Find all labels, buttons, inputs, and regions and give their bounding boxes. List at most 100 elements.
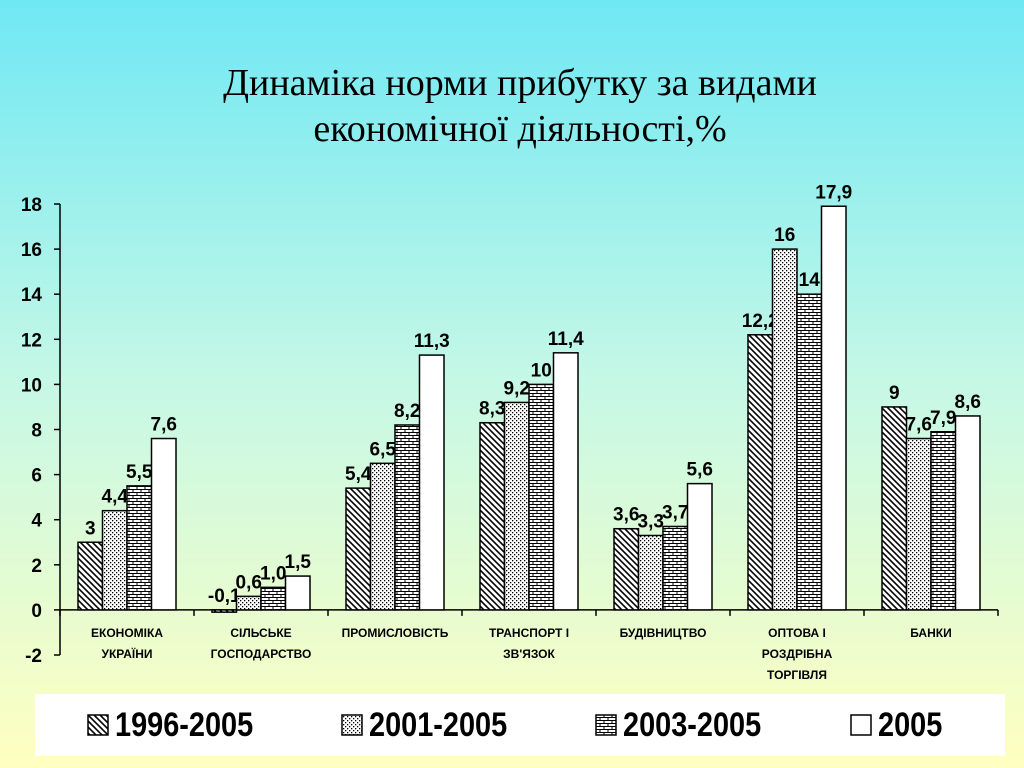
category-label: БАНКИ [910, 626, 951, 640]
data-label: 1,5 [285, 552, 312, 573]
data-label: 10 [531, 360, 552, 381]
data-label: 7,9 [930, 408, 956, 429]
y-tick-label: 2 [31, 556, 42, 577]
bar-2003-2005 [394, 424, 421, 611]
category-label: ТРАНСПОРТ І [489, 626, 569, 640]
bar-2001-2005 [369, 462, 396, 611]
data-label: 5,4 [345, 464, 372, 485]
category-label: БУДІВНИЦТВО [620, 626, 707, 640]
category-label: ТОРГІВЛЯ [767, 668, 827, 682]
data-label: 12,2 [742, 311, 779, 332]
legend-item-2001-2005: 2001-2005 [341, 706, 532, 745]
data-label: 5,5 [126, 462, 153, 483]
y-tick-label: 14 [21, 285, 43, 306]
data-label: 9 [889, 383, 900, 404]
data-label: 3,6 [613, 505, 639, 526]
bar-1996-2005 [479, 421, 506, 611]
bar-1996-2005 [211, 609, 238, 613]
data-label: 11,4 [548, 329, 584, 350]
category-label: ОПТОВА І [768, 626, 826, 640]
data-label: 0,6 [236, 572, 262, 593]
bar-1996-2005 [747, 334, 774, 611]
data-label: 7,6 [151, 415, 177, 436]
bar-2003-2005 [662, 525, 689, 611]
y-tick-label: -2 [25, 646, 42, 667]
bar-2005 [954, 415, 981, 611]
y-tick-label: 16 [21, 240, 42, 261]
legend-item-2003-2005: 2003-2005 [595, 706, 786, 745]
y-tick-label: 10 [21, 375, 42, 396]
bar-2005 [284, 575, 311, 611]
bar-2003-2005 [528, 383, 555, 611]
data-label: 11,3 [414, 331, 450, 352]
legend-label: 2005 [877, 705, 942, 744]
data-label: -0,1 [208, 586, 241, 607]
legend-swatch [87, 714, 109, 736]
data-label: 9,2 [504, 378, 530, 399]
bar-2005 [820, 205, 847, 611]
title-line-1: Динаміка норми прибутку за видами [223, 62, 817, 104]
data-label: 4,4 [102, 487, 129, 508]
y-tick-label: 18 [21, 195, 42, 216]
y-tick-label: 0 [31, 601, 42, 622]
bar-2001-2005 [905, 437, 932, 611]
y-tick-label: 8 [31, 421, 42, 442]
bar-2005 [150, 437, 177, 611]
bar-1996-2005 [345, 487, 372, 611]
legend-label: 1996-2005 [114, 705, 254, 744]
y-tick-label: 6 [31, 466, 42, 487]
category-label: ГОСПОДАРСТВО [211, 647, 312, 661]
legend: 1996-2005 2001-2005 2003-2005 2005 [35, 694, 1005, 756]
data-label: 3,7 [662, 502, 688, 523]
chart-title: Динаміка норми прибутку за видами економ… [0, 60, 1024, 152]
legend-swatch-rect [87, 714, 109, 736]
category-label: РОЗДРІБНА [762, 647, 833, 661]
bar-2001-2005 [235, 595, 262, 611]
category-label: ЗВ'ЯЗОК [503, 647, 555, 661]
category-label: УКРАЇНИ [101, 646, 152, 661]
legend-swatch-rect [849, 714, 872, 736]
data-label: 8,6 [955, 392, 981, 413]
bar-2005 [686, 482, 713, 611]
legend-swatch-rect [341, 714, 363, 736]
data-label: 16 [774, 225, 795, 246]
bar-2003-2005 [930, 431, 957, 611]
bar-2003-2005 [260, 586, 287, 611]
data-label: 8,3 [479, 399, 505, 420]
legend-swatch [595, 714, 618, 736]
data-label: 3,3 [638, 511, 664, 532]
category-label: ПРОМИСЛОВІСТЬ [342, 626, 449, 640]
data-label: 7,6 [906, 415, 932, 436]
data-label: 14 [799, 270, 821, 291]
bar-2001-2005 [771, 248, 798, 611]
legend-label: 2003-2005 [623, 705, 762, 744]
legend-item-1996-2005: 1996-2005 [87, 706, 278, 745]
legend-swatch [849, 714, 872, 736]
legend-swatch [341, 714, 363, 736]
bar-2001-2005 [637, 534, 664, 611]
bar-1996-2005 [613, 527, 640, 611]
bar-2005 [552, 352, 579, 611]
bar-1996-2005 [881, 406, 908, 611]
bar-1996-2005 [77, 541, 104, 611]
data-label: 8,2 [394, 401, 420, 422]
data-label: 17,9 [815, 182, 852, 203]
data-label: 5,6 [687, 460, 713, 481]
bar-2005 [418, 354, 445, 611]
bar-2003-2005 [126, 485, 153, 611]
legend-label: 2001-2005 [369, 705, 508, 744]
legend-item-2005: 2005 [849, 705, 954, 745]
bar-2001-2005 [101, 509, 128, 611]
data-label: 1,0 [260, 563, 286, 584]
bar-2001-2005 [503, 401, 530, 611]
category-label: ЕКОНОМІКА [91, 626, 163, 640]
data-label: 3 [85, 518, 96, 539]
legend-swatch-rect [595, 714, 618, 736]
bar-2003-2005 [796, 293, 823, 611]
title-line-2: економічної діяльності,% [313, 108, 727, 150]
category-label: СІЛЬСЬКЕ [230, 626, 291, 640]
y-tick-label: 12 [21, 330, 42, 351]
y-tick-label: 4 [31, 511, 42, 532]
data-label: 6,5 [370, 439, 397, 460]
